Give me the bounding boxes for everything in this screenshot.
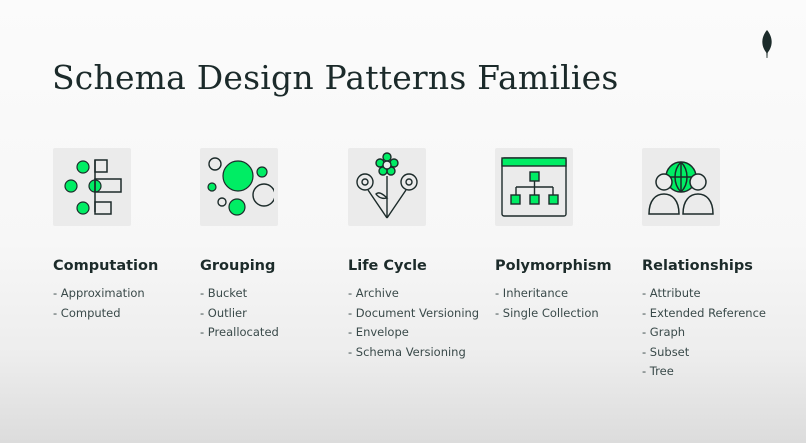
- hierarchy-window-icon: [495, 148, 573, 226]
- pattern-item: - Preallocated: [200, 325, 279, 339]
- family-grouping: Grouping - Bucket - Outlier - Preallocat…: [200, 148, 350, 343]
- pattern-list: - Archive - Document Versioning - Envelo…: [348, 284, 498, 362]
- mongodb-leaf-icon: [762, 30, 772, 58]
- pattern-item: - Extended Reference: [642, 305, 766, 320]
- family-name: Life Cycle: [348, 258, 427, 274]
- computation-icon: [53, 148, 131, 226]
- pattern-list: - Inheritance - Single Collection: [495, 284, 645, 323]
- family-computation: Computation - Approximation - Computed: [53, 148, 203, 323]
- pattern-item: - Schema Versioning: [348, 344, 466, 359]
- grouping-bubbles-icon: [200, 148, 278, 226]
- people-globe-icon: [642, 148, 720, 226]
- slide-title: Schema Design Patterns Families: [52, 58, 619, 97]
- pattern-item: - Bucket: [200, 286, 248, 300]
- pattern-item: - Attribute: [642, 286, 701, 300]
- flowers-icon: [348, 148, 426, 226]
- pattern-item: - Tree: [642, 364, 674, 378]
- pattern-item: - Document Versioning: [348, 305, 480, 320]
- pattern-item: - Inheritance: [495, 286, 569, 300]
- pattern-list: - Bucket - Outlier - Preallocated: [200, 284, 350, 343]
- family-polymorphism: Polymorphism - Inheritance - Single Coll…: [495, 148, 645, 323]
- family-name: Computation: [53, 258, 159, 274]
- pattern-list: - Attribute - Extended Reference - Graph…: [642, 284, 792, 382]
- pattern-item: - Approximation: [53, 286, 145, 300]
- pattern-item: - Graph: [642, 325, 686, 339]
- pattern-item: - Archive: [348, 286, 399, 300]
- family-name: Relationships: [642, 258, 753, 274]
- pattern-item: - Envelope: [348, 325, 409, 339]
- pattern-item: - Single Collection: [495, 305, 599, 320]
- pattern-item: - Subset: [642, 344, 690, 359]
- family-name: Polymorphism: [495, 258, 612, 274]
- pattern-item: - Outlier: [200, 305, 247, 320]
- pattern-list: - Approximation - Computed: [53, 284, 203, 323]
- family-name: Grouping: [200, 258, 276, 274]
- family-relationships: Relationships - Attribute - Extended Ref…: [642, 148, 792, 382]
- family-life-cycle: Life Cycle - Archive - Document Versioni…: [348, 148, 498, 362]
- pattern-item: - Computed: [53, 305, 121, 320]
